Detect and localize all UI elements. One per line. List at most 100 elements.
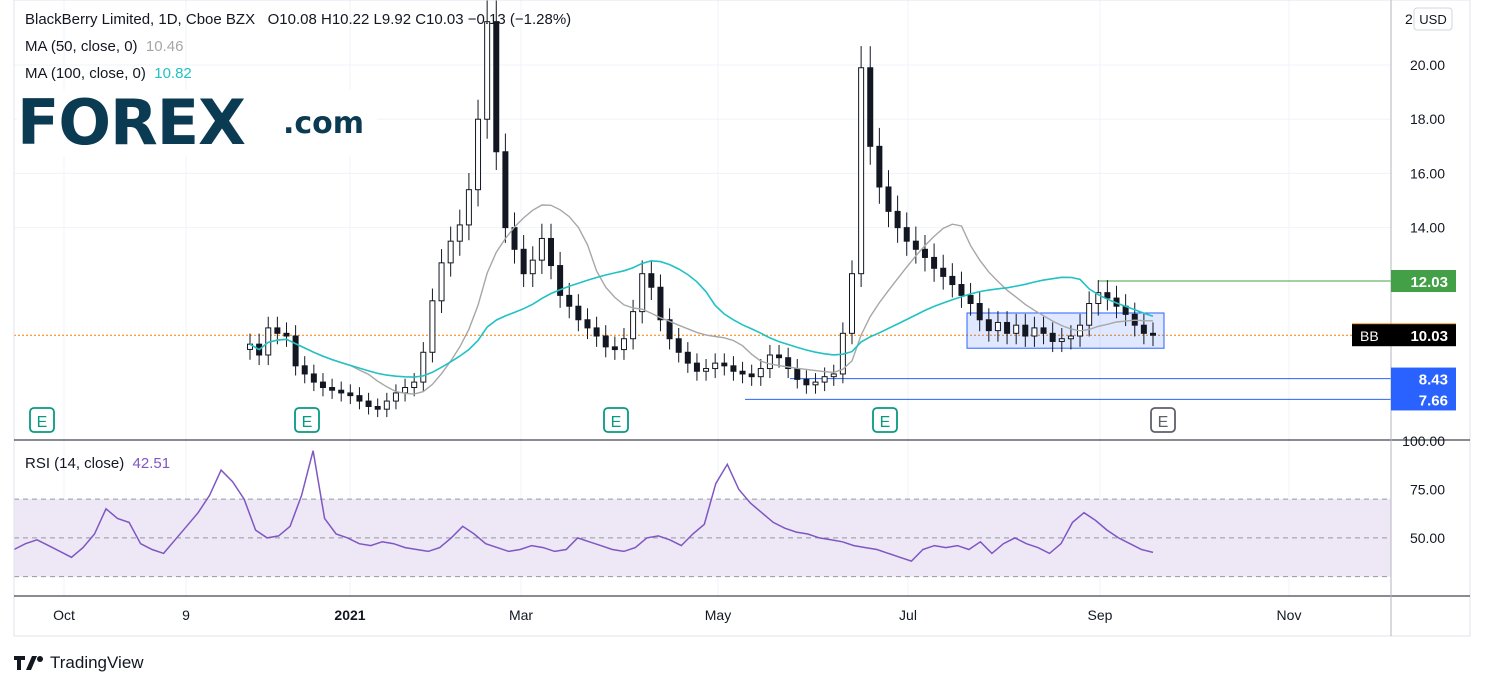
candle-body <box>611 346 618 351</box>
candle-body <box>1022 324 1029 337</box>
candle-body <box>949 275 956 286</box>
candle-body <box>639 273 646 313</box>
candle-body <box>858 67 865 275</box>
candle-body <box>566 294 573 307</box>
candle-body <box>356 395 363 402</box>
y-tick-label-top: 2 <box>1405 11 1413 27</box>
price-labels: 12.03Pre10.06BB10.038.437.66 <box>1352 270 1456 411</box>
candle-body <box>931 256 938 269</box>
candle-body <box>867 67 874 147</box>
y-tick-label: 16.00 <box>1410 165 1445 181</box>
candle-body <box>1095 292 1102 305</box>
tradingview-brand: TradingView <box>50 653 144 672</box>
price-label-value: 10.03 <box>1410 328 1448 345</box>
ma50-value: 10.46 <box>145 38 184 55</box>
candle-body <box>502 151 509 229</box>
candle-body <box>1013 324 1020 334</box>
x-tick-label: Sep <box>1088 607 1113 623</box>
candle-body <box>301 365 308 375</box>
candle-body <box>347 392 354 397</box>
ma50-legend[interactable]: MA (50, close, 0) 10.46 <box>25 38 183 55</box>
y-axis-ticks: 20.00 18.00 16.00 14.00 2 USD 100.00 75.00 50.00 <box>1402 7 1453 546</box>
y-tick-label: 14.00 <box>1410 220 1445 236</box>
rsi-band <box>14 498 1391 578</box>
logo-suffix: .com <box>283 106 365 141</box>
y-tick-label: 18.00 <box>1410 111 1445 127</box>
candle-body <box>648 273 655 288</box>
candle-body <box>675 338 682 353</box>
candle-body <box>429 300 436 353</box>
earnings-marker[interactable] <box>29 407 55 433</box>
candle-body <box>1140 324 1147 334</box>
candle-body <box>365 400 372 407</box>
candle-body <box>785 357 792 370</box>
ma100-label: MA (100, close, 0) <box>25 65 146 82</box>
price-label-box <box>1391 388 1456 411</box>
currency-badge <box>1413 7 1453 31</box>
candle-body <box>310 373 317 383</box>
candle-body <box>739 370 746 375</box>
moving-averages <box>249 204 1154 395</box>
candle-body <box>903 227 910 242</box>
candle-body <box>292 335 299 367</box>
ma100-legend[interactable]: MA (100, close, 0) 10.82 <box>25 65 192 82</box>
candle-body <box>985 319 992 332</box>
candle-body <box>511 227 518 250</box>
currency-label: USD <box>1419 12 1446 27</box>
candle-body <box>548 237 554 267</box>
price-label-box <box>1352 324 1456 347</box>
candle-body <box>894 210 901 229</box>
candle-body <box>383 400 390 410</box>
candle-body <box>794 368 801 380</box>
earnings-marker[interactable] <box>1150 407 1176 433</box>
candle-body <box>757 368 764 378</box>
candle-body <box>876 145 883 188</box>
tradingview-icon <box>14 656 43 670</box>
candle-body <box>830 373 837 378</box>
candle-body <box>994 321 1001 332</box>
tradingview-footer[interactable]: TradingView <box>14 653 144 673</box>
candle-body <box>338 389 345 394</box>
candle-body <box>575 305 582 321</box>
x-axis-ticks: Oct 9 2021 Mar May Jul Sep Nov <box>53 607 1301 623</box>
consolidation-range <box>966 312 1165 349</box>
rsi-label: RSI (14, close) <box>25 455 125 472</box>
rsi-value: 42.51 <box>132 455 171 472</box>
candles <box>247 0 1156 418</box>
rsi-legend[interactable]: RSI (14, close) 42.51 <box>25 455 170 472</box>
x-tick-label: 9 <box>182 607 190 623</box>
candle-body <box>1040 327 1047 334</box>
ma50-line <box>249 204 1154 395</box>
rsi-series-line <box>13 450 1154 562</box>
x-tick-label: Oct <box>53 607 75 623</box>
ohlc-values: O10.08 H10.22 L9.92 C10.03 −0.13 (−1.28%… <box>267 11 572 28</box>
earnings-marker-label: E <box>611 414 622 431</box>
candle-body <box>493 21 500 153</box>
candle-body <box>776 354 783 359</box>
candle-body <box>885 186 892 212</box>
candle-body <box>319 381 326 389</box>
logo-main: FOREX <box>17 86 246 159</box>
candle-body <box>748 373 755 378</box>
candle-body <box>484 21 491 120</box>
price-label-value: 12.03 <box>1410 274 1448 291</box>
x-tick-label: Mar <box>509 607 533 623</box>
earnings-marker[interactable] <box>872 407 898 433</box>
candle-body <box>584 319 591 329</box>
axes <box>13 0 1471 637</box>
candle-body <box>274 327 281 334</box>
price-label-tag: BB <box>1360 328 1379 344</box>
x-tick-label: Nov <box>1277 607 1302 623</box>
candle-body <box>456 224 463 242</box>
candle-body <box>657 286 664 321</box>
candle-body <box>712 362 719 370</box>
candle-body <box>602 335 609 348</box>
rsi-tick-label: 50.00 <box>1410 530 1445 546</box>
candle-body <box>392 392 399 402</box>
candle-body <box>821 376 828 383</box>
earnings-marker[interactable] <box>294 407 320 433</box>
candle-body <box>411 381 418 389</box>
earnings-marker[interactable] <box>603 407 629 433</box>
